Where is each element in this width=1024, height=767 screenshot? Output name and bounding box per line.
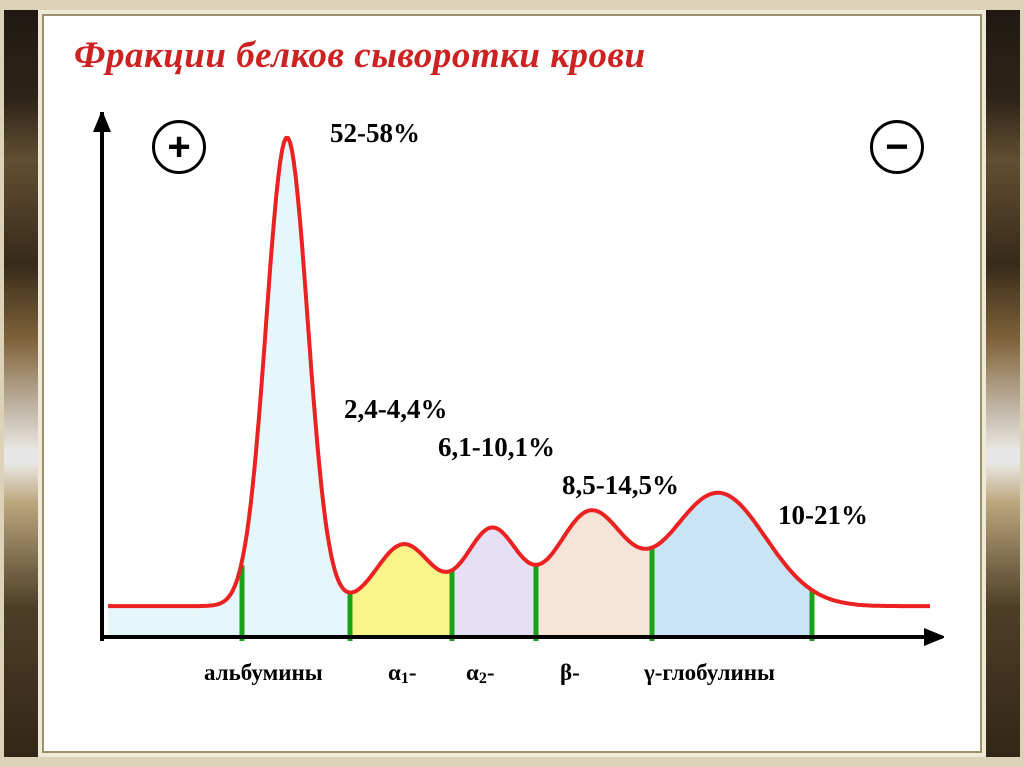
- slide-surface: Фракции белков сыворотки крови + − 52-58…: [42, 14, 982, 753]
- percent-label: 2,4-4,4%: [344, 394, 448, 425]
- anode-plus-sign: +: [152, 120, 206, 174]
- percent-label: 6,1-10,1%: [438, 432, 555, 463]
- chart-svg: [92, 112, 944, 682]
- slide-frame: Фракции белков сыворотки крови + − 52-58…: [0, 0, 1024, 767]
- percent-label: 52-58%: [330, 118, 420, 149]
- x-axis-label: α2-: [466, 660, 495, 688]
- peak-fill-alpha2: [452, 528, 536, 638]
- x-axis-label: β-: [560, 660, 580, 686]
- slide-title: Фракции белков сыворотки крови: [74, 34, 646, 77]
- percent-label: 10-21%: [778, 500, 868, 531]
- x-axis-label: α1-: [388, 660, 417, 688]
- x-axis-label: γ-глобулины: [644, 660, 775, 686]
- x-axis-arrow: [924, 628, 944, 646]
- peak-fill-beta: [536, 510, 652, 637]
- percent-label: 8,5-14,5%: [562, 470, 679, 501]
- electrophoresis-curve: [108, 138, 930, 606]
- x-axis-label: альбумины: [204, 660, 323, 686]
- y-axis-arrow: [93, 112, 111, 132]
- cathode-minus-sign: −: [870, 120, 924, 174]
- electrophoresis-chart: + − 52-58% 2,4-4,4% 6,1-10,1%8,5-14,5% 10-2…: [92, 112, 944, 682]
- peak-fill-alpha1: [350, 544, 452, 637]
